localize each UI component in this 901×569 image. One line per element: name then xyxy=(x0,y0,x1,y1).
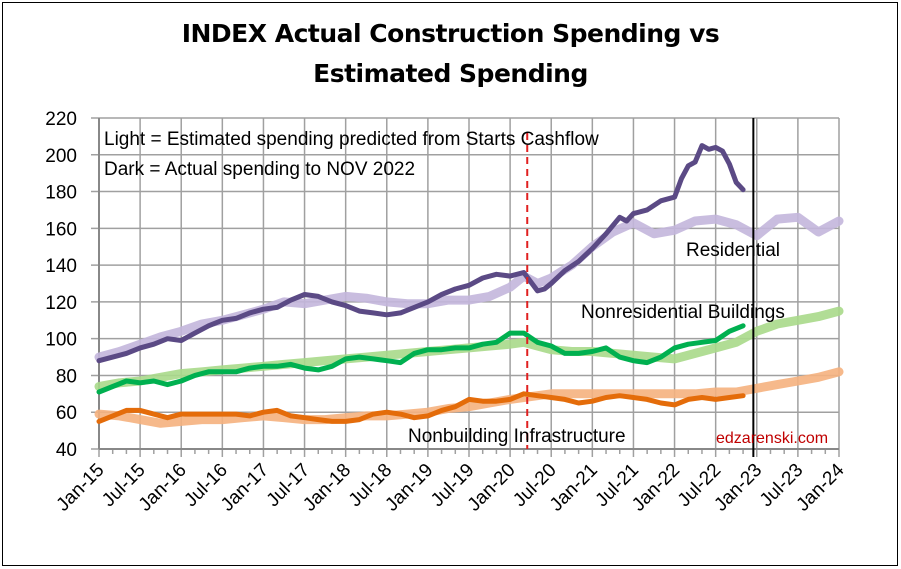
vertical-markers xyxy=(526,118,755,457)
label-nonresidential: Nonresidential Buildings xyxy=(581,302,785,323)
x-tick-label: Jan-15 xyxy=(53,460,109,516)
y-tick-label: 200 xyxy=(45,146,77,167)
series-line-nonbuilding-infrastructure-estimated xyxy=(94,367,844,428)
y-tick-label: 140 xyxy=(45,256,77,277)
x-tick-label: Jan-23 xyxy=(710,460,766,516)
chart-title-line-1: INDEX Actual Construction Spending vs xyxy=(181,19,720,48)
x-tick-label: Jan-24 xyxy=(793,459,849,515)
legend-note-light: Light = Estimated spending predicted fro… xyxy=(104,129,599,150)
chart-title: INDEX Actual Construction Spending vs Es… xyxy=(0,14,901,94)
series-line-nonresidential-buildings-actual xyxy=(96,323,746,395)
y-tick-label: 60 xyxy=(56,403,77,424)
x-tick-label: Jan-19 xyxy=(381,460,437,516)
y-tick-label: 80 xyxy=(56,366,77,387)
y-tick-label: 40 xyxy=(56,440,77,461)
x-tick-label: Jan-21 xyxy=(546,460,602,516)
series-lines xyxy=(94,143,844,428)
watermark: edzarenski.com xyxy=(716,430,828,447)
x-tick-label: Jan-16 xyxy=(135,460,191,516)
legend-note-dark: Dark = Actual spending to NOV 2022 xyxy=(104,159,415,180)
x-tick-label: Jan-18 xyxy=(299,460,355,516)
x-tick-label: Jan-17 xyxy=(217,460,273,516)
gridlines xyxy=(91,117,840,457)
x-axis-ticks: Jan-15Jul-15Jan-16Jul-16Jan-17Jul-17Jan-… xyxy=(53,459,849,515)
label-nonbuilding: Nonbuilding Infrastructure xyxy=(408,426,626,447)
y-tick-label: 180 xyxy=(45,183,77,204)
x-tick-label: Jan-22 xyxy=(628,460,684,516)
series-line-nonbuilding-infrastructure-actual xyxy=(96,391,746,424)
y-axis-ticks: 40 60 80 100 120 140 160 180 200 220 xyxy=(45,109,77,461)
y-tick-label: 120 xyxy=(45,293,77,314)
y-tick-label: 160 xyxy=(45,219,77,240)
x-tick-label: Jan-20 xyxy=(464,460,520,516)
label-residential: Residential xyxy=(686,240,780,261)
chart-title-line-2: Estimated Spending xyxy=(313,59,588,88)
y-tick-label: 220 xyxy=(45,109,77,130)
series-line-residential-actual xyxy=(96,143,746,364)
y-tick-label: 100 xyxy=(45,330,77,351)
